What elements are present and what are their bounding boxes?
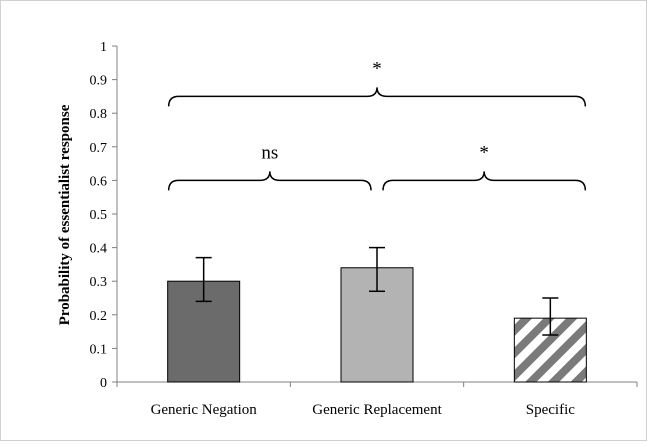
y-tick-label: 0.1 (90, 342, 108, 357)
significance-bracket-1 (382, 171, 587, 191)
significance-label: ns (261, 142, 278, 163)
significance-label: * (479, 142, 489, 163)
y-tick-label: 0.7 (90, 141, 108, 156)
y-tick-label: 0.8 (90, 107, 108, 122)
significance-bracket-0 (167, 171, 372, 191)
y-tick-label: 0 (100, 376, 107, 391)
y-tick-label: 0.3 (90, 275, 108, 290)
x-category-label: Generic Negation (151, 402, 258, 418)
y-tick-label: 0.2 (90, 309, 108, 324)
x-category-label: Generic Replacement (312, 402, 442, 418)
y-axis-label: Probability of essentialist response (57, 104, 73, 325)
y-tick-label: 0.9 (90, 74, 108, 89)
x-category-label: Specific (526, 402, 575, 418)
significance-label: * (372, 58, 382, 79)
y-tick-label: 0.6 (90, 174, 108, 189)
significance-bracket-2 (167, 87, 587, 107)
y-tick-label: 1 (100, 40, 107, 55)
y-tick-label: 0.4 (90, 242, 108, 257)
y-tick-label: 0.5 (90, 208, 108, 223)
